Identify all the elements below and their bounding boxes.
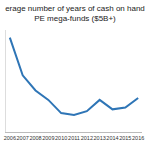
svg-text:2012: 2012 — [81, 135, 93, 141]
svg-text:2013: 2013 — [94, 135, 106, 141]
svg-text:2006: 2006 — [4, 135, 16, 141]
svg-text:2009: 2009 — [42, 135, 54, 141]
svg-text:2007: 2007 — [17, 135, 29, 141]
svg-text:erage number of years of cash: erage number of years of cash on handPE … — [5, 4, 145, 23]
svg-text:2015: 2015 — [119, 135, 131, 141]
svg-text:2008: 2008 — [29, 135, 41, 141]
svg-text:2014: 2014 — [106, 135, 118, 141]
svg-text:2016: 2016 — [132, 135, 144, 141]
svg-text:2010: 2010 — [55, 135, 67, 141]
svg-text:2011: 2011 — [68, 135, 80, 141]
